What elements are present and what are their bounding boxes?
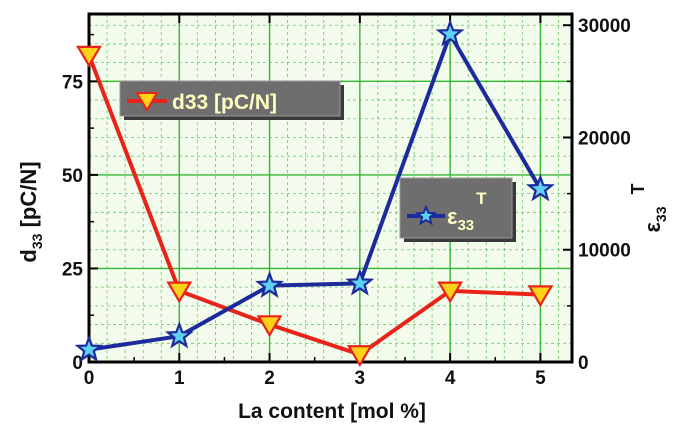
x-tick-label: 2: [264, 368, 275, 389]
y-right-tick-label: 20000: [578, 128, 631, 149]
legend-d33-box: [119, 80, 341, 117]
legend-eps33: ε33T: [399, 177, 516, 242]
legend-eps33-box: [399, 177, 513, 239]
x-axis-title: La content [mol %]: [238, 400, 426, 423]
legend-eps33-label: ε33T: [447, 189, 487, 234]
data-point-eps33: [435, 19, 465, 47]
data-point-d33: [166, 281, 193, 304]
legend-d33: d33 [pC/N]: [119, 80, 344, 120]
legend-eps33-marker: [414, 204, 438, 226]
y-left-title-main: d: [16, 249, 41, 262]
x-tick-label: 5: [535, 368, 546, 389]
legend-eps33-main: ε: [447, 204, 458, 229]
data-point-d33: [256, 315, 283, 338]
y-right-title-main: ε: [640, 222, 665, 233]
series-line-eps33: [88, 32, 543, 352]
series-d33: [76, 45, 554, 368]
y-left-tick-label: 75: [62, 72, 84, 93]
y-left-title-sub: 33: [29, 233, 45, 249]
legend-eps33-sub: 33: [457, 217, 474, 234]
data-point-eps33: [164, 321, 194, 349]
x-tick-label: 3: [355, 368, 366, 389]
plot-frame: [87, 12, 574, 364]
y-right-tick-label: 10000: [578, 241, 631, 262]
data-point-eps33: [526, 173, 555, 202]
y-left-title-tail: [pC/N]: [16, 161, 41, 233]
data-point-d33: [437, 281, 464, 304]
y-right-title-sup: T: [628, 183, 648, 194]
y-right-title-sub: 33: [653, 206, 669, 222]
x-tick-label: 4: [445, 368, 456, 389]
data-point-eps33: [255, 270, 285, 298]
y-right-tick-label: 0: [578, 353, 589, 374]
legend-d33-marker: [135, 92, 159, 112]
data-point-eps33: [345, 268, 375, 296]
data-point-d33: [346, 345, 373, 368]
y-left-tick-label: 50: [62, 166, 83, 187]
y-left-axis-title: d33 [pC/N]: [16, 161, 45, 262]
data-point-d33: [527, 285, 554, 308]
series: [74, 19, 555, 368]
x-tick-label: 1: [174, 368, 185, 389]
y-right-axis-title: ε33 T: [628, 183, 669, 232]
y-right-tick-label: 30000: [578, 16, 631, 37]
series-eps33: [74, 19, 555, 362]
legend-d33-label: d33 [pC/N]: [172, 91, 277, 114]
data-point-eps33: [74, 334, 104, 362]
y-left-tick-label: 25: [62, 259, 84, 280]
y-left-tick-label: 0: [72, 353, 83, 374]
x-tick-label: 0: [84, 368, 95, 389]
data-point-d33: [76, 45, 102, 68]
series-line-d33: [87, 54, 541, 357]
legend-eps33-sup: T: [476, 189, 487, 208]
